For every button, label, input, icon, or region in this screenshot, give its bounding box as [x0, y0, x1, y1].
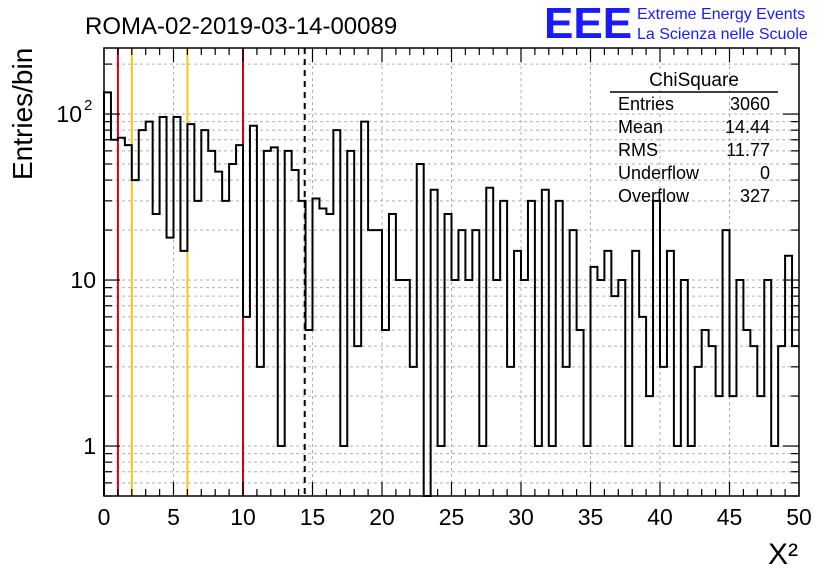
x-tick-label: 5 [167, 504, 180, 530]
x-tick-label: 20 [369, 504, 395, 530]
run-title: ROMA-02-2019-03-14-00089 [85, 13, 397, 40]
axes [103, 47, 800, 497]
eee-logo: EEE Extreme Energy Events La Scienza nel… [544, 0, 808, 48]
logo-line-1: Extreme Energy Events [637, 6, 805, 23]
stats-label: Underflow [618, 163, 700, 183]
stats-value: 0 [760, 163, 770, 183]
y-tick-label: 10 [56, 101, 82, 127]
stats-label: Mean [618, 117, 663, 137]
stats-value: 14.44 [725, 117, 770, 137]
x-tick-label: 35 [578, 504, 604, 530]
stats-value: 327 [740, 186, 770, 206]
y-tick-label: 1 [83, 433, 96, 459]
x-tick-label: 0 [98, 504, 111, 530]
x-axis-label: X² [768, 538, 798, 571]
x-tick-label: 50 [786, 504, 812, 530]
vertical-markers [116, 48, 306, 496]
stats-label: Overflow [618, 186, 690, 206]
stats-value: 11.77 [726, 140, 770, 160]
stats-value: 3060 [730, 94, 770, 114]
x-tick-labels: 0 5 10 15 20 25 30 35 40 45 50 [98, 504, 812, 530]
x-tick-label: 15 [300, 504, 326, 530]
x-tick-label: 25 [439, 504, 465, 530]
histogram-step-line [103, 91, 799, 497]
y-axis-label: Entries/bin [7, 48, 38, 180]
grid-lines [104, 48, 799, 496]
stats-title: ChiSquare [649, 70, 739, 91]
y-tick-exponent: 2 [84, 97, 92, 114]
x-tick-label: 10 [230, 504, 256, 530]
logo-line-2: La Scienza nelle Scuole [637, 26, 808, 43]
x-tick-label: 45 [717, 504, 743, 530]
histogram [103, 91, 799, 497]
stats-label: RMS [618, 140, 658, 160]
eee-logo-mark: EEE [544, 0, 632, 48]
stats-label: Entries [618, 94, 674, 114]
x-tick-label: 40 [647, 504, 673, 530]
stats-box: ChiSquare Entries 3060 Mean 14.44 RMS 11… [610, 70, 778, 206]
y-tick-label: 10 [70, 267, 96, 293]
x-tick-label: 30 [508, 504, 534, 530]
